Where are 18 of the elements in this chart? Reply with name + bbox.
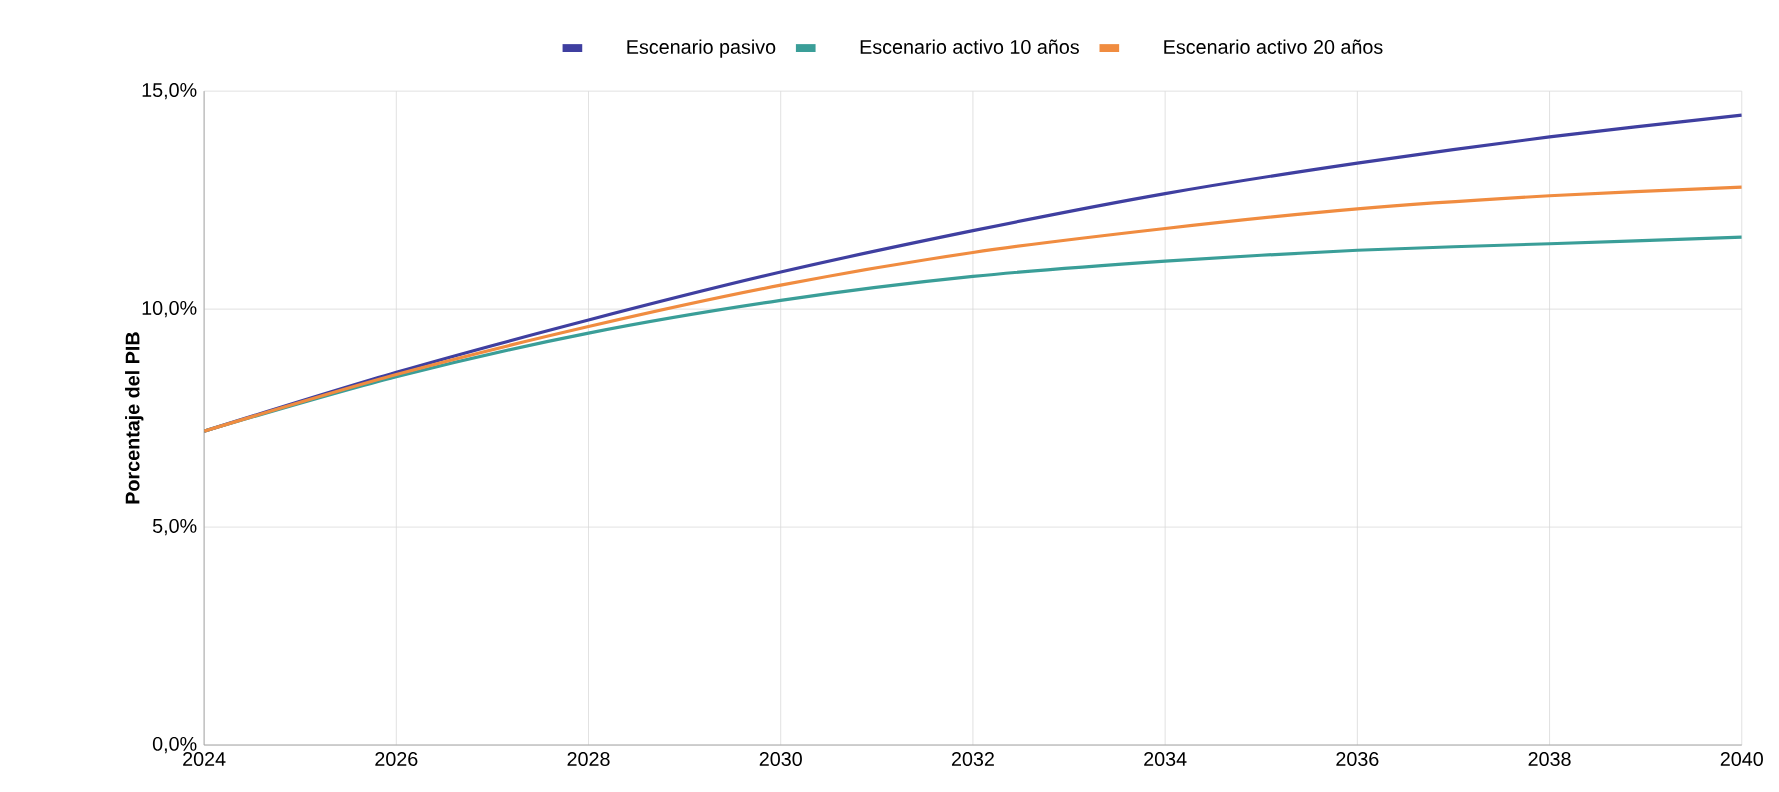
- y-tick-label: 10,0%: [142, 301, 197, 318]
- x-tick-label: 2024: [183, 752, 226, 767]
- x-tick-label: 2034: [1144, 752, 1187, 767]
- legend-label: Escenario activo 10 años: [860, 39, 1079, 55]
- x-tick-label: 2038: [1528, 752, 1571, 767]
- y-tick-label: 15,0%: [142, 83, 197, 100]
- x-tick-label: 2040: [1720, 752, 1763, 767]
- y-tick-label: 0,0%: [152, 737, 197, 754]
- legend-label: Escenario pasivo: [627, 39, 776, 59]
- x-tick-label: 2032: [951, 752, 994, 767]
- x-tick-label: 2026: [375, 752, 418, 767]
- x-tick-label: 2028: [567, 752, 610, 767]
- x-tick-label: 2036: [1336, 752, 1379, 767]
- line-series: [204, 185, 1742, 433]
- y-axis-title: Porcentaje del PIB: [125, 332, 144, 504]
- y-tick-label: 5,0%: [152, 519, 197, 536]
- legend-label: Escenario activo 20 años: [1164, 39, 1383, 55]
- x-tick-label: 2030: [759, 752, 802, 767]
